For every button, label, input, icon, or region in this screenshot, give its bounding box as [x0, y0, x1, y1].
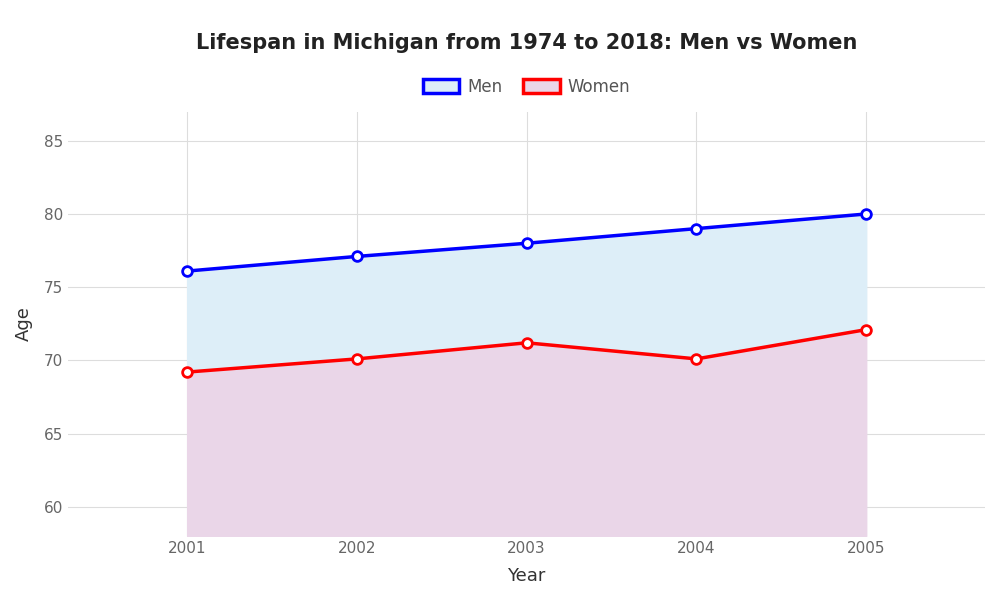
- X-axis label: Year: Year: [507, 567, 546, 585]
- Y-axis label: Age: Age: [15, 307, 33, 341]
- Legend: Men, Women: Men, Women: [416, 71, 637, 103]
- Title: Lifespan in Michigan from 1974 to 2018: Men vs Women: Lifespan in Michigan from 1974 to 2018: …: [196, 33, 857, 53]
